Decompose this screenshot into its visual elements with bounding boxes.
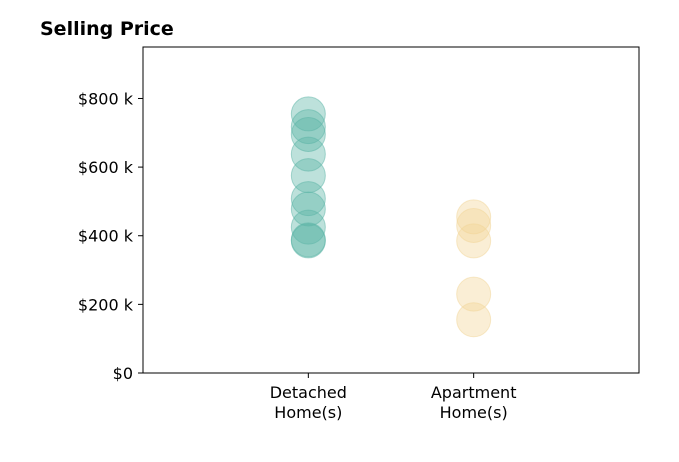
data-point bbox=[456, 207, 492, 243]
data-point bbox=[290, 191, 326, 227]
data-point bbox=[290, 209, 326, 245]
y-tick-label: $600 k bbox=[78, 158, 134, 177]
data-point bbox=[290, 136, 326, 172]
y-tick-label: $400 k bbox=[78, 227, 134, 246]
y-tick-label: $0 bbox=[113, 364, 133, 383]
data-point bbox=[290, 223, 326, 259]
data-point bbox=[290, 96, 326, 132]
y-tick-label: $200 k bbox=[78, 295, 134, 314]
chart-title: Selling Price bbox=[40, 18, 174, 40]
data-point bbox=[456, 276, 492, 312]
data-point bbox=[456, 302, 492, 338]
data-point bbox=[290, 109, 326, 145]
data-point bbox=[290, 117, 326, 153]
data-point bbox=[456, 199, 492, 235]
y-axis: $0 $200 k $400 k $600 k $800 k bbox=[78, 89, 143, 383]
data-points bbox=[290, 96, 492, 338]
x-tick-label: Apartment Home(s) bbox=[431, 383, 517, 422]
x-axis: Detached Home(s) Apartment Home(s) bbox=[270, 373, 517, 422]
data-point bbox=[290, 181, 326, 217]
data-point bbox=[456, 223, 492, 259]
x-tick-label: Detached Home(s) bbox=[270, 383, 347, 422]
plot-frame bbox=[142, 46, 640, 374]
y-tick-label: $800 k bbox=[78, 89, 134, 108]
